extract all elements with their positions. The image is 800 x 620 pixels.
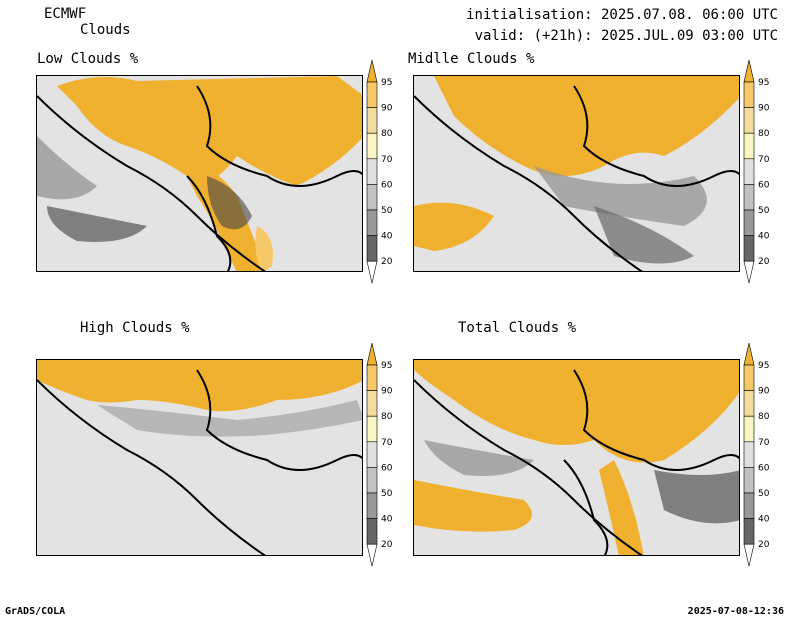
- colorbar-tick-label: 60: [381, 180, 393, 190]
- colorbar-top-arrow: [743, 343, 755, 366]
- colorbar-tick-label: 95: [758, 361, 769, 371]
- colorbar-segment: [743, 81, 755, 108]
- colorbar-top-arrow: [743, 60, 755, 83]
- colorbar-segment: [366, 492, 378, 519]
- colorbar-tick-label: 20: [381, 540, 393, 550]
- colorbar-tick-label: 40: [381, 515, 393, 525]
- footer-software: GrADS/COLA: [5, 606, 66, 617]
- colorbar-bottom-arrow: [366, 260, 378, 284]
- colorbar-segment: [743, 132, 755, 160]
- colorbar-tick-label: 20: [758, 540, 770, 550]
- colorbar-segment: [743, 441, 755, 468]
- colorbar-low: 95 90 80 70 60 50 40 20: [366, 60, 393, 284]
- colorbar-segment: [366, 518, 378, 545]
- colorbar-high: 95 90 80 70 60 50 40 20: [366, 343, 393, 567]
- product-label: Clouds: [80, 22, 131, 38]
- colorbar-tick-label: 90: [758, 104, 770, 114]
- colorbar-segment: [743, 390, 755, 417]
- map-low-clouds: [36, 75, 363, 272]
- map-middle-clouds: [413, 75, 740, 272]
- colorbar-segment: [366, 467, 378, 494]
- map-high-svg: [37, 360, 362, 555]
- colorbar-tick-label: 50: [758, 489, 770, 499]
- colorbar-bottom-arrow: [743, 543, 755, 567]
- colorbar-tick-label: 40: [381, 232, 393, 242]
- colorbar-segment: [743, 364, 755, 391]
- colorbar-tick-label: 80: [758, 129, 770, 139]
- colorbar-tick-label: 90: [381, 104, 393, 114]
- colorbar-segment: [366, 158, 378, 185]
- colorbar-top-arrow: [366, 343, 378, 366]
- colorbar-segment: [366, 209, 378, 236]
- colorbar-tick-label: 80: [381, 129, 393, 139]
- colorbar-segment: [743, 107, 755, 134]
- colorbar-tick-label: 20: [758, 257, 770, 267]
- colorbar-tick-label: 70: [381, 438, 393, 448]
- colorbar-segment: [743, 518, 755, 545]
- colorbar-segment: [743, 492, 755, 519]
- colorbar-segment: [743, 209, 755, 236]
- colorbar-top-arrow: [366, 60, 378, 83]
- colorbar-bottom-arrow: [743, 260, 755, 284]
- colorbar-tick-label: 40: [758, 515, 770, 525]
- panel-title-middle: Midlle Clouds %: [408, 51, 535, 67]
- map-total-clouds: [413, 359, 740, 556]
- colorbar-segment: [743, 235, 755, 262]
- colorbar-segment: [366, 235, 378, 262]
- colorbar-tick-label: 50: [381, 489, 393, 499]
- colorbar-tick-label: 40: [758, 232, 770, 242]
- model-label: ECMWF: [44, 6, 87, 22]
- colorbar-tick-label: 95: [381, 78, 392, 88]
- colorbar-segment: [743, 415, 755, 443]
- colorbar-segment: [366, 107, 378, 134]
- colorbar-middle: 95 90 80 70 60 50 40 20: [743, 60, 770, 284]
- colorbar-tick-label: 50: [758, 206, 770, 216]
- panel-title-low: Low Clouds %: [37, 51, 139, 67]
- colorbar-tick-label: 90: [381, 387, 393, 397]
- map-total-svg: [414, 360, 739, 555]
- panel-title-high: High Clouds %: [80, 320, 190, 336]
- colorbar-segment: [366, 415, 378, 443]
- valid-time: valid: (+21h): 2025.JUL.09 03:00 UTC: [474, 28, 778, 44]
- colorbar-tick-label: 50: [381, 206, 393, 216]
- colorbar-segment: [366, 364, 378, 391]
- footer-timestamp: 2025-07-08-12:36: [687, 606, 784, 617]
- colorbar-tick-label: 20: [381, 257, 393, 267]
- colorbar-segment: [366, 184, 378, 211]
- colorbar-segment: [743, 467, 755, 494]
- map-low-svg: [37, 76, 362, 271]
- colorbar-tick-label: 95: [758, 78, 769, 88]
- colorbar-segment: [366, 132, 378, 160]
- colorbar-tick-label: 80: [758, 412, 770, 422]
- colorbar-segment: [366, 81, 378, 108]
- colorbar-segment: [743, 184, 755, 211]
- colorbar-tick-label: 70: [381, 155, 393, 165]
- colorbar-segment: [366, 390, 378, 417]
- colorbar-tick-label: 60: [758, 180, 770, 190]
- colorbar-tick-label: 70: [758, 438, 770, 448]
- colorbar-tick-label: 95: [381, 361, 392, 371]
- colorbar-total: 95 90 80 70 60 50 40 20: [743, 343, 770, 567]
- colorbar-segment: [743, 158, 755, 185]
- colorbar-tick-label: 60: [758, 463, 770, 473]
- panel-title-total: Total Clouds %: [458, 320, 577, 336]
- colorbar-tick-label: 90: [758, 387, 770, 397]
- map-middle-svg: [414, 76, 739, 271]
- colorbar-bottom-arrow: [366, 543, 378, 567]
- colorbar-tick-label: 70: [758, 155, 770, 165]
- colorbar-segment: [366, 441, 378, 468]
- map-high-clouds: [36, 359, 363, 556]
- colorbar-tick-label: 60: [381, 463, 393, 473]
- colorbar-tick-label: 80: [381, 412, 393, 422]
- init-time: initialisation: 2025.07.08. 06:00 UTC: [466, 7, 778, 23]
